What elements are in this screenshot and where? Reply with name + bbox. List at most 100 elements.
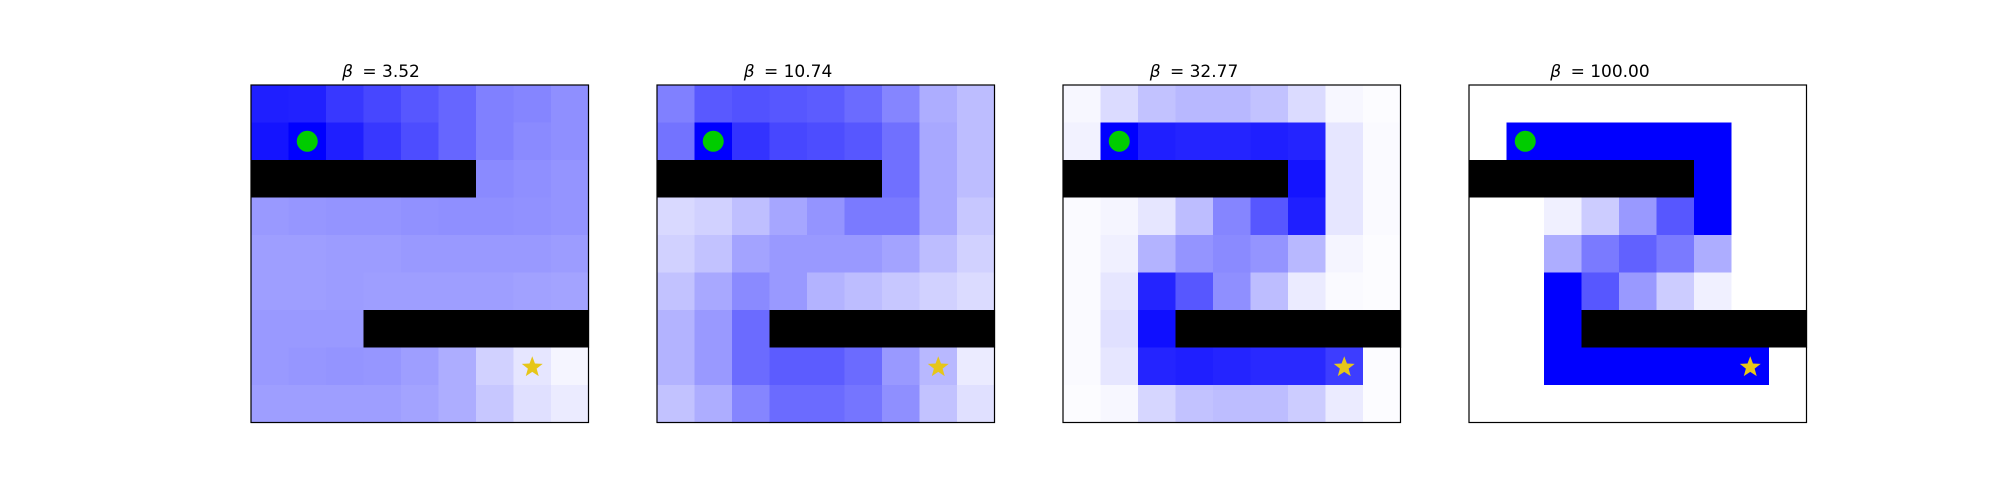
heatmap-panel-beta-10-74: β = 10.74 [656,62,996,424]
heatmap-cell [1138,310,1177,349]
heatmap-cell [732,122,771,161]
wall-cell [1213,160,1252,199]
heatmap-cell [438,85,477,124]
heatmap-cell [1769,197,1808,236]
heatmap-cell [844,235,883,274]
heatmap-cell [1469,272,1508,311]
heatmap-cell [1138,272,1177,311]
start-marker-icon [702,130,724,152]
heatmap-cell [251,272,290,311]
heatmap-cell [476,85,515,124]
heatmap-cell [1506,197,1545,236]
wall-cell [401,310,440,349]
heatmap-cell [769,85,808,124]
heatmap-cell [363,385,402,424]
wall-cell [1731,310,1770,349]
heatmap-cell [1506,272,1545,311]
heatmap-cell [1694,85,1733,124]
heatmap-cell [513,385,552,424]
heatmap-cell [957,272,996,311]
heatmap-cell [1325,85,1364,124]
heatmap-cell [513,272,552,311]
heatmap-cell [1288,347,1327,386]
heatmap-cell [694,385,733,424]
title-value: = 10.74 [764,62,832,82]
heatmap-cell [401,347,440,386]
heatmap-cell [1694,385,1733,424]
heatmap-cell [1138,122,1177,161]
heatmap-cell [1250,85,1289,124]
heatmap-cell [694,347,733,386]
wall-cell [844,310,883,349]
heatmap-cell [919,235,958,274]
heatmap-cell [957,197,996,236]
heatmap-cell [363,85,402,124]
heatmap-cell [1544,310,1583,349]
heatmap-cell [1325,385,1364,424]
heatmap-cell [1250,272,1289,311]
heatmap-cell [1325,122,1364,161]
heatmap-cell [957,85,996,124]
heatmap-cells [1468,84,1808,424]
title-symbol: β [1149,62,1161,82]
heatmap-cell [769,347,808,386]
heatmap-cell [1769,235,1808,274]
heatmap-cell [957,385,996,424]
wall-cell [1100,160,1139,199]
wall-cell [1619,160,1658,199]
wall-cell [844,160,883,199]
heatmap-cell [1100,272,1139,311]
panel-frame [656,84,996,424]
heatmap-cell [694,310,733,349]
heatmap-cell [694,272,733,311]
wall-cell [807,310,846,349]
heatmap-cell [1469,310,1508,349]
heatmap-cell [251,235,290,274]
heatmap-cell [363,272,402,311]
heatmap-cell [657,235,696,274]
heatmap-cell [1288,85,1327,124]
heatmap-cell [1656,347,1695,386]
heatmap-cell [1175,85,1214,124]
heatmap-cell [513,85,552,124]
wall-cell [438,160,477,199]
heatmap-cell [1731,122,1770,161]
heatmap-cell [807,197,846,236]
heatmap-cell [1175,385,1214,424]
heatmap-cell [326,197,365,236]
heatmap-cell [288,272,327,311]
heatmap-cell [551,235,590,274]
heatmap-cell [363,235,402,274]
heatmap-cell [551,122,590,161]
heatmap-cell [1694,235,1733,274]
heatmap-cell [882,272,921,311]
heatmap-panel-beta-32-77: β = 32.77 [1062,62,1402,424]
heatmap-cells [656,84,996,424]
heatmap-cell [1100,235,1139,274]
heatmap-cell [694,197,733,236]
wall-cell [1213,310,1252,349]
heatmap-cell [1100,197,1139,236]
wall-cell [438,310,477,349]
wall-cell [1175,160,1214,199]
heatmap-cell [1288,197,1327,236]
heatmap-cell [551,385,590,424]
goal-star-icon [927,356,949,377]
heatmap-cell [326,385,365,424]
panel-title: β = 100.00 [1549,62,1649,82]
panel-frame [1468,84,1808,424]
heatmap-cell [1469,385,1508,424]
heatmap-cell [1063,122,1102,161]
heatmap-cell [438,197,477,236]
heatmap-cell [1619,347,1658,386]
heatmap-cell [1213,85,1252,124]
goal-star-icon [1739,356,1761,377]
wall-cell [957,310,996,349]
title-value: = 3.52 [362,62,420,82]
heatmap-cell [957,347,996,386]
heatmap-cell [1063,347,1102,386]
heatmap-cell [1506,385,1545,424]
heatmap-cell [1063,310,1102,349]
heatmap-cell [551,160,590,199]
